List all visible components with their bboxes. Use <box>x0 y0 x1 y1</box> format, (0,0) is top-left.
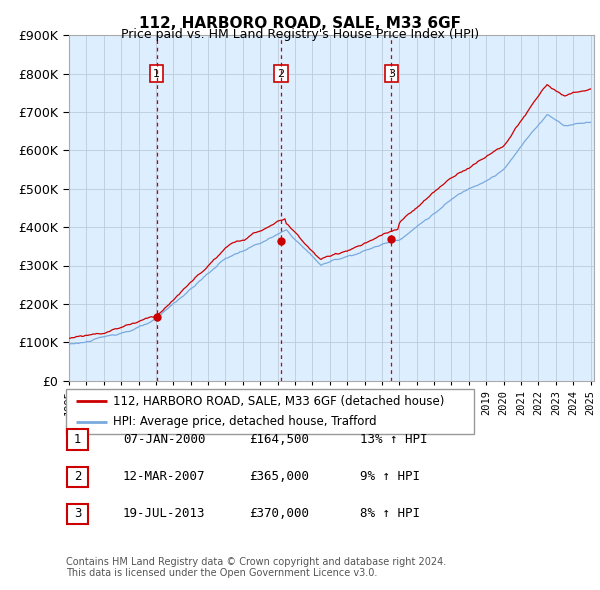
Text: £164,500: £164,500 <box>249 433 309 446</box>
Text: 12-MAR-2007: 12-MAR-2007 <box>123 470 205 483</box>
Text: £370,000: £370,000 <box>249 507 309 520</box>
Text: 2: 2 <box>74 470 81 483</box>
Text: 3: 3 <box>388 69 395 78</box>
Text: 112, HARBORO ROAD, SALE, M33 6GF (detached house): 112, HARBORO ROAD, SALE, M33 6GF (detach… <box>113 395 444 408</box>
Text: Price paid vs. HM Land Registry's House Price Index (HPI): Price paid vs. HM Land Registry's House … <box>121 28 479 41</box>
Text: 8% ↑ HPI: 8% ↑ HPI <box>360 507 420 520</box>
Text: 07-JAN-2000: 07-JAN-2000 <box>123 433 205 446</box>
FancyBboxPatch shape <box>67 504 88 524</box>
FancyBboxPatch shape <box>67 430 88 450</box>
Text: HPI: Average price, detached house, Trafford: HPI: Average price, detached house, Traf… <box>113 415 377 428</box>
FancyBboxPatch shape <box>67 467 88 487</box>
Text: 19-JUL-2013: 19-JUL-2013 <box>123 507 205 520</box>
Text: Contains HM Land Registry data © Crown copyright and database right 2024.
This d: Contains HM Land Registry data © Crown c… <box>66 556 446 578</box>
Text: 1: 1 <box>153 69 160 78</box>
Text: £365,000: £365,000 <box>249 470 309 483</box>
Text: 2: 2 <box>278 69 284 78</box>
Text: 1: 1 <box>74 433 81 446</box>
Text: 112, HARBORO ROAD, SALE, M33 6GF: 112, HARBORO ROAD, SALE, M33 6GF <box>139 16 461 31</box>
FancyBboxPatch shape <box>66 389 474 434</box>
Text: 13% ↑ HPI: 13% ↑ HPI <box>360 433 427 446</box>
Text: 9% ↑ HPI: 9% ↑ HPI <box>360 470 420 483</box>
Text: 3: 3 <box>74 507 81 520</box>
